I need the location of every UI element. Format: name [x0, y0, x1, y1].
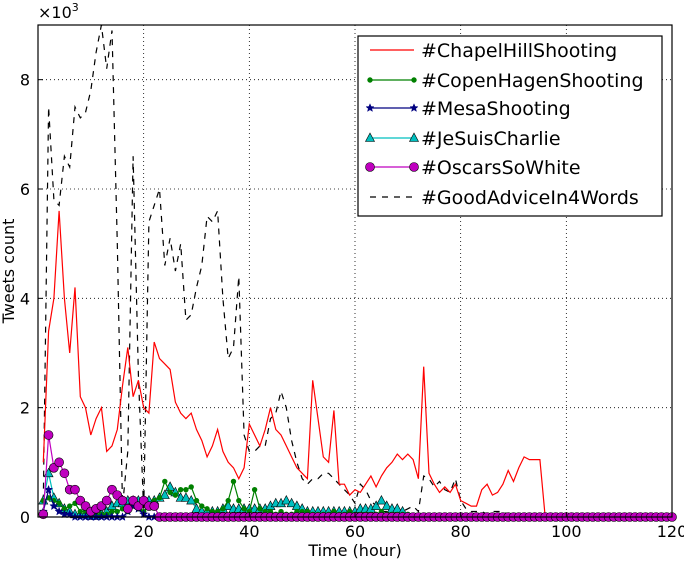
legend-marker	[409, 103, 419, 112]
data-point	[183, 486, 189, 493]
x-tick-label: 120	[657, 522, 684, 541]
data-point	[162, 478, 168, 485]
x-tick-label: 60	[345, 522, 365, 541]
data-point	[251, 486, 258, 493]
data-point	[286, 497, 297, 508]
data-point	[59, 468, 70, 479]
data-point	[70, 484, 80, 495]
data-point	[225, 497, 231, 504]
legend-item: #JeSuisCharlie	[365, 128, 561, 150]
legend-label: #GoodAdviceIn4Words	[421, 187, 639, 209]
y-tick-label: 6	[20, 180, 30, 199]
data-point	[54, 457, 64, 468]
x-tick-label: 80	[450, 522, 470, 541]
x-tick-label: 100	[551, 522, 582, 541]
legend-item: #CopenHagenShooting	[367, 70, 644, 92]
y-tick-label: 4	[20, 289, 30, 308]
data-point	[204, 506, 210, 512]
data-point	[67, 503, 73, 509]
data-point	[188, 484, 194, 490]
legend: #ChapelHillShooting #CopenHagenShooting #M…	[357, 35, 663, 217]
data-point	[371, 500, 382, 510]
legend-label: #ChapelHillShooting	[421, 40, 617, 62]
data-point	[172, 492, 179, 498]
y-multiplier: ×103	[38, 1, 79, 22]
data-point	[180, 492, 191, 502]
data-point	[54, 506, 64, 516]
data-point	[123, 503, 133, 514]
x-tick-label: 40	[239, 522, 259, 541]
ticks: 20 40 60 80 100 120 0 2 4 6 8	[20, 71, 684, 541]
x-tick-label: 20	[133, 522, 153, 541]
data-point	[65, 509, 75, 519]
legend-item: #GoodAdviceIn4Words	[370, 187, 639, 209]
legend-item: #OscarsSoWhite	[365, 157, 581, 179]
data-point	[193, 497, 200, 504]
data-point	[43, 430, 54, 440]
series-oscarssowhite	[38, 430, 677, 522]
legend-box	[357, 35, 663, 217]
x-axis-label: Time (hour)	[307, 541, 401, 560]
data-point	[186, 494, 197, 505]
legend-label: #JeSuisCharlie	[421, 128, 561, 150]
legend-item: #ChapelHillShooting	[370, 40, 617, 62]
data-point	[159, 489, 170, 499]
data-point	[376, 494, 387, 505]
legend-label: #OscarsSoWhite	[421, 157, 581, 179]
data-point	[117, 495, 128, 506]
legend-marker	[365, 132, 375, 142]
data-point	[101, 495, 112, 506]
data-point	[49, 501, 59, 511]
series-line	[42, 210, 546, 518]
legend-label: #CopenHagenShooting	[421, 70, 644, 92]
legend-marker	[365, 103, 375, 112]
legend-item: #MesaShooting	[365, 98, 571, 120]
data-point	[281, 494, 292, 505]
legend-marker	[409, 162, 419, 172]
data-point	[236, 497, 242, 504]
legend-marker	[367, 77, 373, 83]
data-point	[257, 506, 263, 512]
data-point	[223, 500, 234, 510]
data-point	[56, 500, 62, 507]
data-point	[199, 503, 205, 509]
legend-marker	[411, 77, 417, 83]
data-point	[220, 506, 226, 512]
legend-marker	[409, 132, 419, 142]
legend-label: #MesaShooting	[421, 98, 571, 120]
y-tick-label: 2	[20, 399, 30, 418]
data-point	[177, 486, 184, 493]
series-chapelhillshooting	[42, 210, 546, 518]
legend-marker	[365, 162, 375, 172]
data-point	[381, 500, 392, 510]
data-point	[156, 495, 163, 501]
data-point	[230, 478, 237, 485]
y-tick-label: 0	[20, 508, 30, 527]
data-point	[241, 506, 247, 512]
data-point	[149, 501, 160, 511]
data-point	[167, 489, 173, 496]
y-axis-label: Tweets count	[0, 219, 18, 325]
y-tick-label: 8	[20, 71, 30, 90]
